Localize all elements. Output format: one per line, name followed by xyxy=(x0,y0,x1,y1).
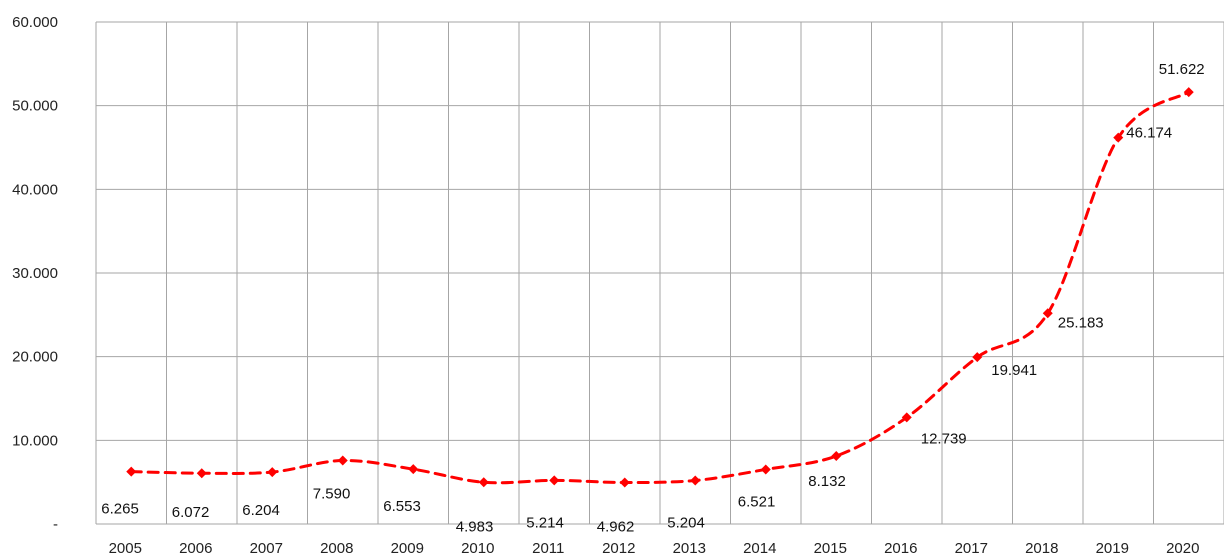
data-point-marker xyxy=(196,468,207,479)
data-label: 6.265 xyxy=(101,501,139,518)
data-label: 46.174 xyxy=(1126,125,1172,142)
x-tick-label: 2011 xyxy=(532,540,564,557)
y-tick-label: 20.000 xyxy=(12,349,58,366)
grid xyxy=(95,21,1224,525)
data-point-marker xyxy=(972,352,983,363)
x-tick-label: 2008 xyxy=(320,540,353,557)
data-point-marker xyxy=(1113,132,1124,143)
x-tick-label: 2016 xyxy=(884,540,917,557)
y-tick-label: 50.000 xyxy=(12,98,58,115)
data-point-marker xyxy=(126,466,137,477)
data-label: 25.183 xyxy=(1058,314,1104,331)
x-tick-label: 2006 xyxy=(179,540,212,557)
x-tick-label: 2007 xyxy=(250,540,283,557)
y-tick-label: 30.000 xyxy=(12,265,58,282)
series-markers xyxy=(126,87,1194,488)
y-tick-label: - xyxy=(53,516,58,533)
data-label: 6.521 xyxy=(738,493,776,510)
data-point-marker xyxy=(901,412,912,423)
data-label: 8.132 xyxy=(808,473,846,490)
x-tick-label: 2019 xyxy=(1096,540,1129,557)
data-point-marker xyxy=(831,450,842,461)
x-tick-label: 2010 xyxy=(461,540,494,557)
data-label: 6.553 xyxy=(383,498,421,515)
y-tick-label: 10.000 xyxy=(12,432,58,449)
data-point-marker xyxy=(1042,308,1053,319)
data-label: 5.204 xyxy=(667,514,705,531)
data-label: 19.941 xyxy=(991,362,1037,379)
data-label: 51.622 xyxy=(1159,61,1205,78)
data-point-marker xyxy=(549,475,560,486)
data-point-marker xyxy=(1183,87,1194,98)
x-tick-label: 2020 xyxy=(1166,540,1199,557)
y-axis-ticks: - 10.000 20.000 30.000 40.000 50.000 60.000 xyxy=(12,14,58,533)
data-label: 6.204 xyxy=(242,502,280,519)
data-point-marker xyxy=(619,477,630,488)
x-tick-label: 2018 xyxy=(1025,540,1058,557)
x-tick-label: 2005 xyxy=(109,540,142,557)
x-tick-label: 2014 xyxy=(743,540,776,557)
data-labels: 6.265 6.072 6.204 7.590 6.553 4.983 5.214 4.962… xyxy=(101,61,1204,535)
y-tick-label: 40.000 xyxy=(12,181,58,198)
data-point-marker xyxy=(337,455,348,466)
data-point-marker xyxy=(690,475,701,486)
x-tick-label: 2015 xyxy=(814,540,847,557)
x-tick-label: 2009 xyxy=(391,540,424,557)
data-point-marker xyxy=(760,464,771,475)
data-point-marker xyxy=(408,464,419,475)
data-label: 12.739 xyxy=(921,430,967,447)
data-label: 6.072 xyxy=(172,504,210,521)
data-label: 5.214 xyxy=(526,514,564,531)
x-tick-label: 2017 xyxy=(955,540,988,557)
data-label: 7.590 xyxy=(313,485,351,502)
x-tick-label: 2012 xyxy=(602,540,635,557)
data-point-marker xyxy=(267,467,278,478)
y-tick-label: 60.000 xyxy=(12,14,58,31)
data-point-marker xyxy=(478,477,489,488)
data-label: 4.983 xyxy=(456,518,494,535)
x-axis-ticks: 2005 2006 2007 2008 2009 2010 2011 2012 2013 2014… xyxy=(109,540,1200,557)
x-tick-label: 2013 xyxy=(673,540,706,557)
data-label: 4.962 xyxy=(597,518,635,535)
